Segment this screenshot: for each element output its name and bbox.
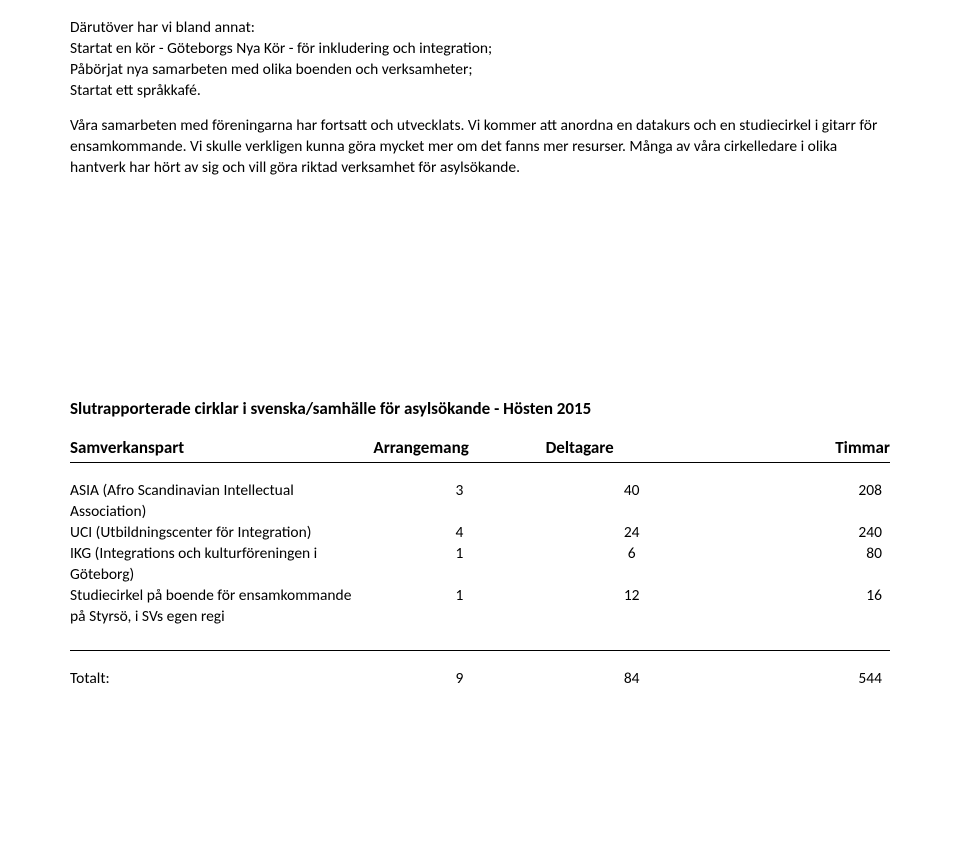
table-header-row: Samverkanspart Arrangemang Deltagare Tim… xyxy=(70,437,890,463)
total-arrangemang: 9 xyxy=(373,669,545,688)
row-deltagare: 24 xyxy=(546,523,718,544)
table-total-row: Totalt: 9 84 544 xyxy=(70,651,890,688)
row-label: UCI (Utbildningscenter för Integration) xyxy=(70,523,373,544)
row-arrangemang: 3 xyxy=(373,481,545,502)
table-row: Studiecirkel på boende för ensamkommande… xyxy=(70,586,890,628)
table-row: UCI (Utbildningscenter för Integration) … xyxy=(70,523,890,544)
row-arrangemang: 4 xyxy=(373,523,545,544)
row-timmar: 240 xyxy=(718,523,890,544)
header-deltagare: Deltagare xyxy=(546,437,718,458)
row-arrangemang: 1 xyxy=(373,544,545,565)
row-timmar: 208 xyxy=(718,481,890,502)
intro-paragraph-2: Våra samarbeten med föreningarna har for… xyxy=(70,116,890,179)
intro-line-1: Därutöver har vi bland annat: xyxy=(70,18,890,39)
row-label: IKG (Integrations och kulturföreningen i… xyxy=(70,544,373,586)
header-timmar: Timmar xyxy=(718,437,890,458)
intro-line-2: Startat en kör - Göteborgs Nya Kör - för… xyxy=(70,39,890,60)
row-label: ASIA (Afro Scandinavian Intellectual Ass… xyxy=(70,481,373,523)
intro-line-3: Påbörjat nya samarbeten med olika boende… xyxy=(70,60,890,81)
row-arrangemang: 1 xyxy=(373,586,545,607)
total-label: Totalt: xyxy=(70,669,373,688)
header-arrangemang: Arrangemang xyxy=(373,437,545,458)
section-title: Slutrapporterade cirklar i svenska/samhä… xyxy=(70,398,890,419)
total-timmar: 544 xyxy=(718,669,890,688)
data-table: Samverkanspart Arrangemang Deltagare Tim… xyxy=(70,437,890,687)
row-timmar: 80 xyxy=(718,544,890,565)
table-row: ASIA (Afro Scandinavian Intellectual Ass… xyxy=(70,481,890,523)
row-label: Studiecirkel på boende för ensamkommande… xyxy=(70,586,373,628)
row-timmar: 16 xyxy=(718,586,890,607)
table-row: IKG (Integrations och kulturföreningen i… xyxy=(70,544,890,586)
row-deltagare: 6 xyxy=(546,544,718,565)
table-body: ASIA (Afro Scandinavian Intellectual Ass… xyxy=(70,463,890,650)
intro-line-4: Startat ett språkkafé. xyxy=(70,81,890,102)
row-deltagare: 12 xyxy=(546,586,718,607)
total-deltagare: 84 xyxy=(546,669,718,688)
row-deltagare: 40 xyxy=(546,481,718,502)
header-samverkanspart: Samverkanspart xyxy=(70,437,373,458)
